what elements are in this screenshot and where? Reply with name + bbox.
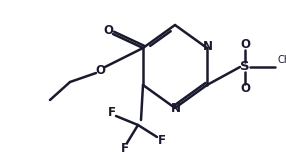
Text: F: F [121, 141, 129, 155]
Text: O: O [240, 83, 250, 96]
Text: O: O [240, 39, 250, 52]
Text: O: O [103, 24, 113, 36]
Text: F: F [108, 105, 116, 119]
Text: S: S [240, 60, 250, 73]
Text: O: O [95, 64, 105, 76]
Text: CH₃: CH₃ [278, 55, 286, 65]
Text: N: N [203, 40, 213, 53]
Text: F: F [158, 133, 166, 147]
Text: N: N [171, 103, 181, 116]
